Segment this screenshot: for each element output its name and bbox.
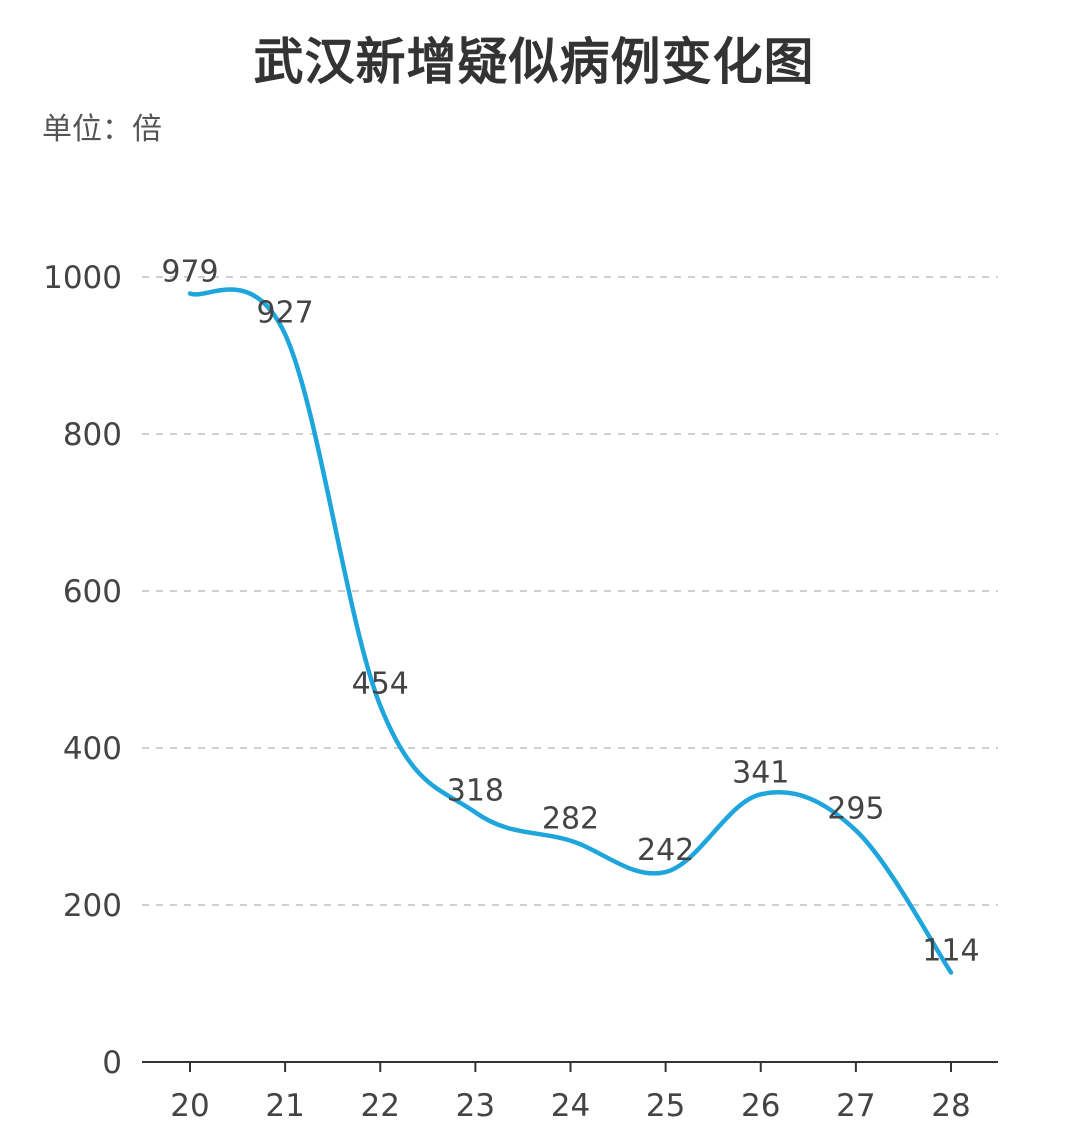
data-point: [853, 827, 859, 833]
series-line-layer: [187, 287, 954, 976]
data-point: [663, 869, 669, 875]
data-label: 454: [352, 667, 409, 702]
unit-label: 单位：倍: [42, 112, 162, 147]
data-label: 295: [827, 791, 884, 826]
data-point: [282, 331, 288, 337]
y-tick-label: 200: [63, 888, 122, 924]
x-tick-label: 23: [456, 1088, 495, 1124]
chart-title: 武汉新增疑似病例变化图: [253, 33, 815, 91]
data-label: 114: [922, 934, 979, 969]
data-point: [472, 809, 478, 815]
y-tick-label: 400: [63, 731, 122, 767]
x-tick-label: 28: [931, 1088, 970, 1124]
y-tick-label: 800: [63, 417, 122, 453]
data-labels: 979 927 454 318 282 242 341 295 114: [161, 254, 979, 968]
data-point: [187, 290, 193, 296]
data-label: 341: [732, 755, 789, 790]
data-label: 242: [637, 833, 694, 868]
axes: 0 200 400 600 800 1000 20 21 22 23 24 25 26 27 28: [43, 260, 998, 1124]
grid-lines: [142, 276, 998, 906]
x-tick-label: 27: [836, 1088, 875, 1124]
data-point: [377, 703, 383, 709]
x-tick-label: 24: [551, 1088, 590, 1124]
x-tick-label: 21: [265, 1088, 304, 1124]
y-tick-label: 1000: [43, 260, 122, 296]
x-tick-label: 25: [646, 1088, 685, 1124]
x-tick-label: 20: [170, 1088, 209, 1124]
data-point: [948, 970, 954, 976]
data-point: [568, 838, 574, 844]
y-tick-label: 0: [102, 1045, 122, 1081]
x-tick-label: 22: [361, 1088, 400, 1124]
data-label: 927: [256, 295, 313, 330]
data-point: [758, 791, 764, 797]
x-tick-label: 26: [741, 1088, 780, 1124]
data-label: 318: [447, 773, 504, 808]
series-line: [187, 287, 954, 975]
data-label: 282: [542, 802, 599, 837]
data-label: 979: [161, 254, 218, 289]
y-tick-label: 600: [63, 574, 122, 610]
